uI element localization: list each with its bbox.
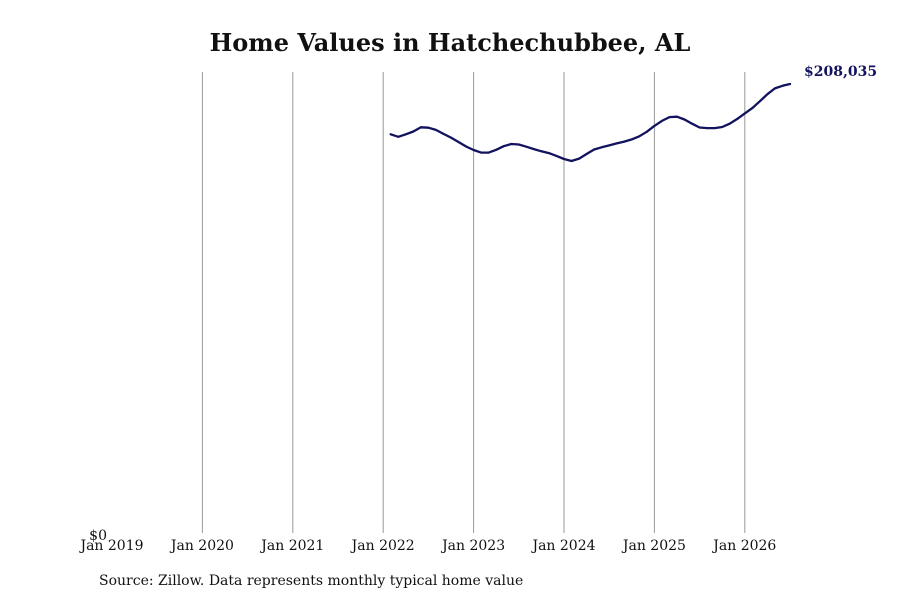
data-point <box>758 100 761 103</box>
data-point <box>713 127 716 130</box>
x-tick-label: Jan 2024 <box>530 538 595 554</box>
data-point <box>517 143 520 146</box>
data-point <box>450 136 452 139</box>
data-point <box>676 115 678 118</box>
data-point <box>600 146 603 149</box>
data-point <box>773 87 776 90</box>
data-point <box>442 132 445 135</box>
data-point <box>721 126 724 128</box>
data-point <box>736 117 739 120</box>
data-point <box>743 112 746 115</box>
data-point <box>585 153 588 155</box>
data-point <box>502 145 505 148</box>
x-tick-label: Jan 2026 <box>711 538 776 554</box>
data-point <box>683 118 686 121</box>
data-point <box>525 145 528 148</box>
data-point <box>540 150 543 153</box>
data-point <box>419 126 422 129</box>
data-point <box>623 140 626 143</box>
data-point <box>434 128 437 131</box>
x-axis-ticks: Jan 2019 Jan 2020 Jan 2021 Jan 2022 Jan 2023… <box>78 538 776 554</box>
data-point <box>570 160 573 162</box>
data-point <box>630 138 633 141</box>
series <box>389 82 792 163</box>
data-point <box>472 149 475 151</box>
x-tick-label: Jan 2021 <box>259 538 324 554</box>
y-axis-ticks: $0 <box>89 528 107 544</box>
y-tick-label: $0 <box>89 528 107 544</box>
x-tick-label: Jan 2019 <box>78 538 143 554</box>
data-point <box>397 135 400 138</box>
data-point <box>653 124 656 127</box>
data-point <box>645 130 648 133</box>
data-point <box>789 83 791 85</box>
last-value-label: $208,035 <box>804 64 877 80</box>
x-tick-label: Jan 2025 <box>621 538 686 554</box>
data-point <box>781 84 784 87</box>
data-point <box>487 151 490 154</box>
data-point <box>563 158 565 160</box>
x-tick-label: Jan 2020 <box>169 538 234 554</box>
data-point <box>593 148 596 151</box>
data-point <box>615 142 618 145</box>
data-point <box>404 133 407 136</box>
data-point <box>698 126 701 129</box>
data-point <box>751 107 754 110</box>
data-point <box>660 119 663 122</box>
x-tick-label: Jan 2022 <box>350 538 415 554</box>
data-point <box>389 133 392 136</box>
data-point <box>691 122 694 125</box>
series-line <box>389 82 792 163</box>
data-point <box>668 116 671 119</box>
data-point <box>495 148 498 151</box>
data-point <box>547 152 550 155</box>
data-point <box>457 141 460 143</box>
data-point <box>465 145 468 148</box>
data-point <box>578 157 581 160</box>
data-point <box>532 148 535 151</box>
data-point <box>427 126 430 129</box>
data-point <box>728 122 731 125</box>
vertical-grid <box>201 72 746 533</box>
data-point <box>510 143 513 145</box>
x-tick-label: Jan 2023 <box>440 538 505 554</box>
data-point <box>706 127 709 130</box>
data-point <box>555 154 558 157</box>
source-note: Source: Zillow. Data represents monthly … <box>99 573 524 589</box>
chart-title: Home Values in Hatchechubbee, AL <box>209 28 691 57</box>
data-point <box>608 144 611 147</box>
data-point <box>638 135 641 138</box>
data-point <box>412 130 415 133</box>
data-point <box>766 93 769 96</box>
data-point <box>480 151 483 154</box>
